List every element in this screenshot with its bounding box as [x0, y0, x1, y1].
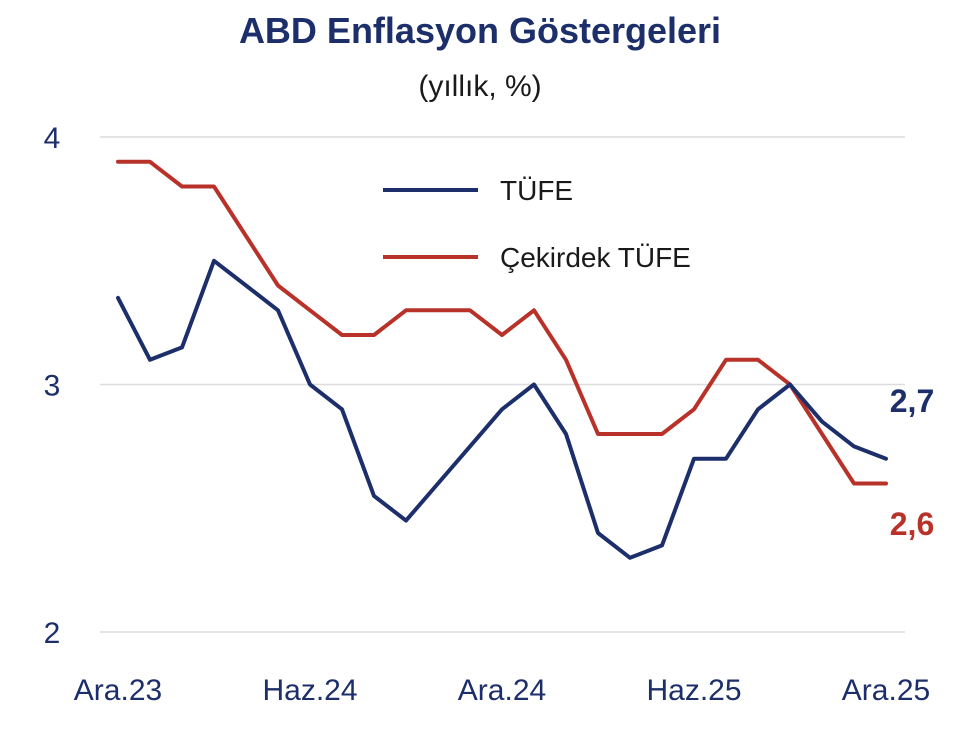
series-line-tufe [116, 258, 888, 560]
end-labels: 2,7 2,6 [890, 383, 934, 542]
y-tick-label: 4 [44, 122, 61, 155]
legend: TÜFE Çekirdek TÜFE [383, 175, 691, 273]
chart-subtitle: (yıllık, %) [418, 70, 542, 103]
x-tick-label: Ara.25 [842, 674, 930, 707]
series-lines [116, 159, 888, 560]
legend-label-tufe: TÜFE [500, 175, 573, 206]
chart-title: ABD Enflasyon Göstergeleri [238, 10, 722, 51]
y-tick-label: 2 [44, 617, 61, 650]
y-axis-ticks: 2 3 4 [44, 122, 61, 650]
grid-lines [100, 136, 905, 633]
legend-label-core: Çekirdek TÜFE [500, 242, 691, 273]
x-tick-label: Ara.23 [74, 674, 162, 707]
end-label-core: 2,6 [890, 506, 934, 542]
x-tick-label: Haz.25 [646, 674, 741, 707]
x-tick-label: Haz.24 [262, 674, 357, 707]
series-line-core [116, 159, 888, 486]
x-axis-ticks: Ara.23 Haz.24 Ara.24 Haz.25 Ara.25 [74, 674, 930, 707]
y-tick-label: 3 [44, 370, 61, 403]
end-label-tufe: 2,7 [890, 383, 934, 419]
x-tick-label: Ara.24 [458, 674, 546, 707]
